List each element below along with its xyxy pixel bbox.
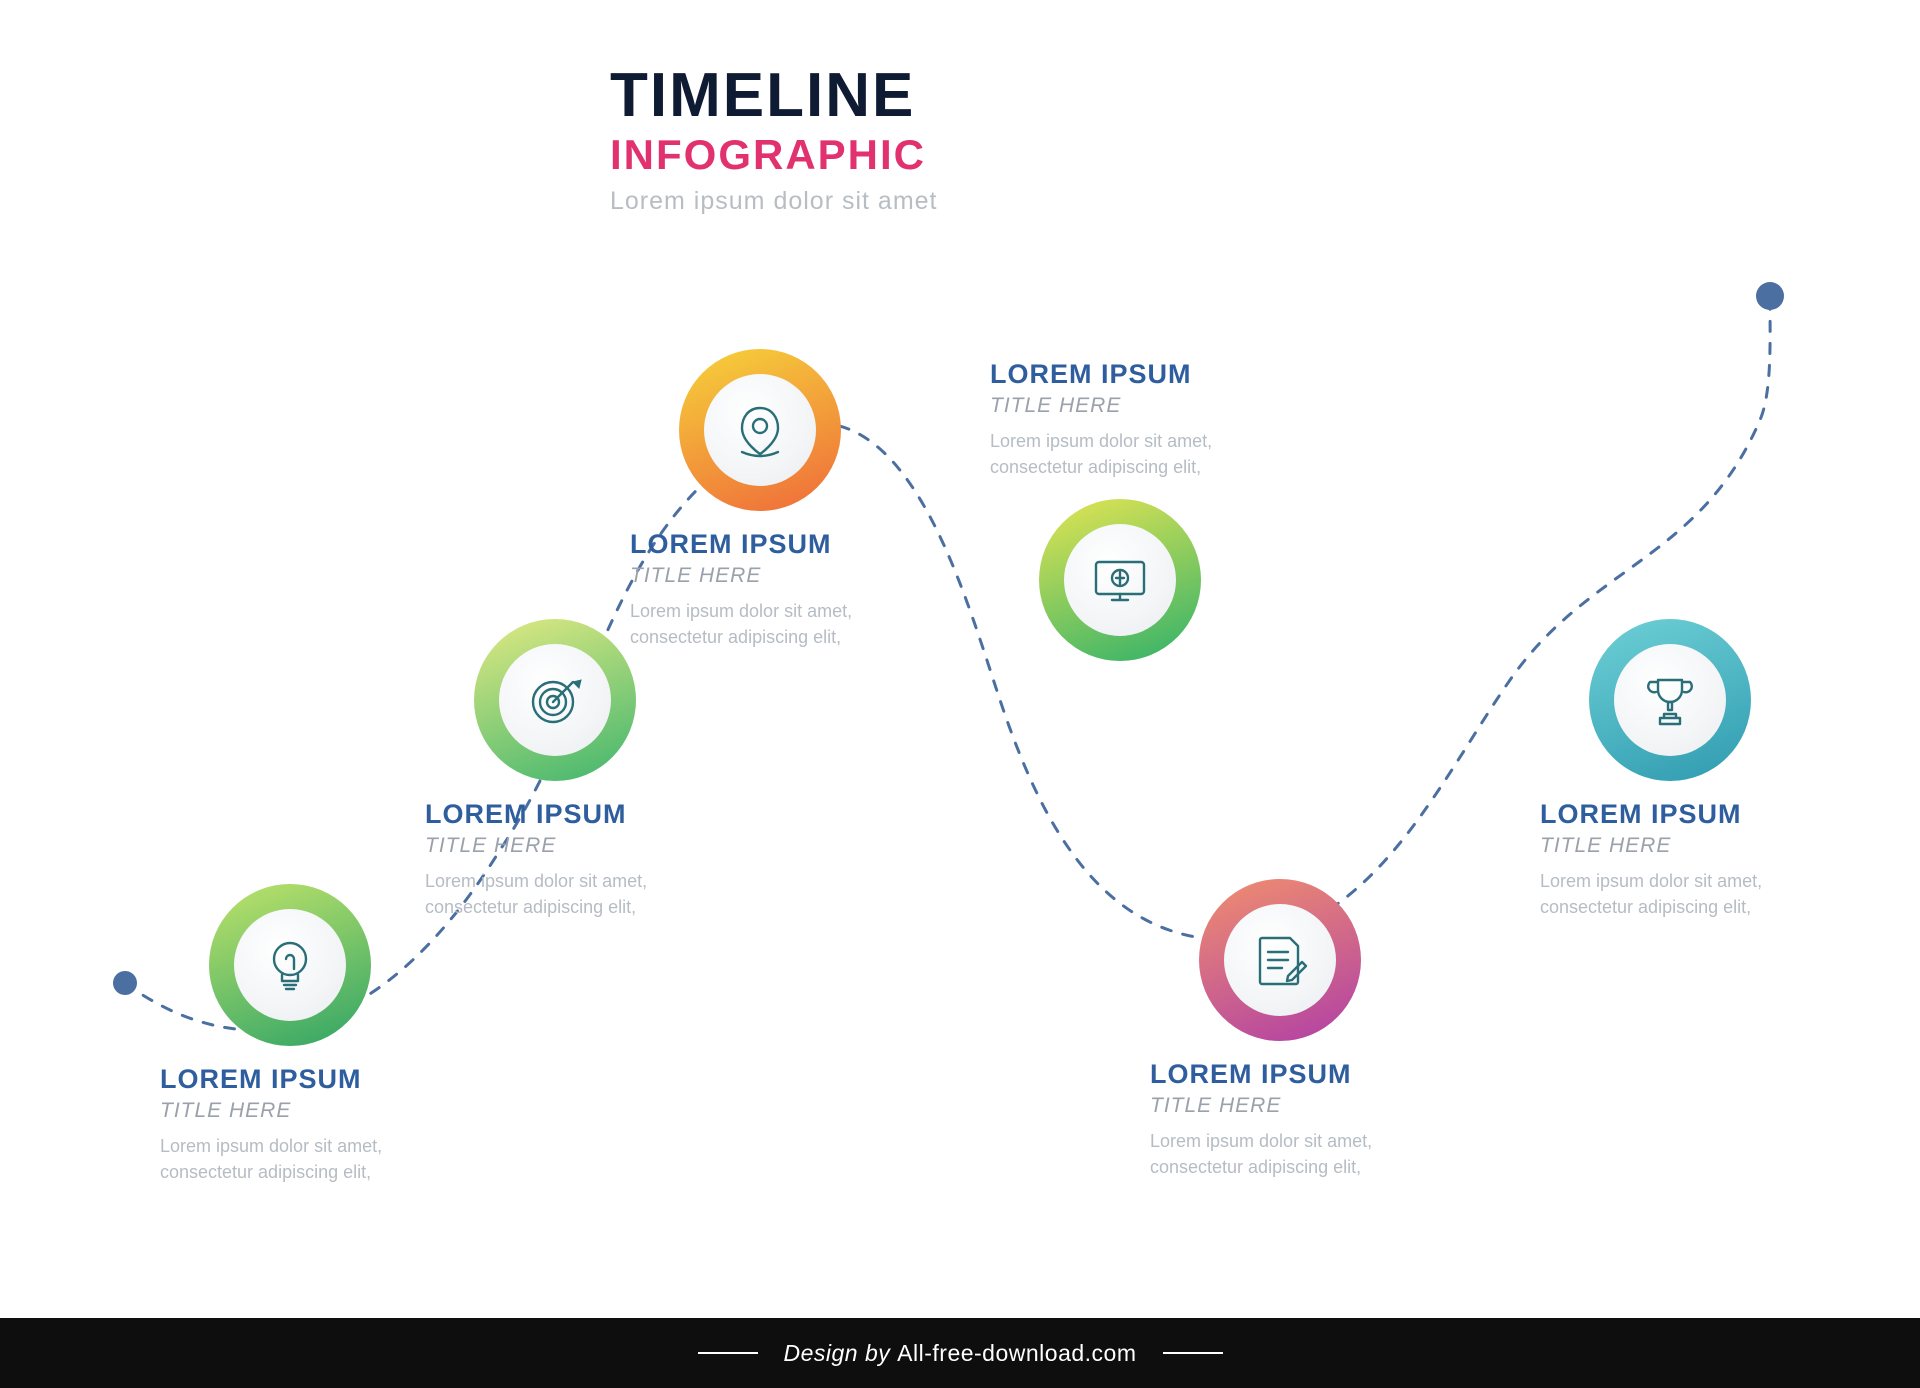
node-heading: LOREM IPSUM xyxy=(630,529,950,560)
bulb-icon xyxy=(258,933,322,997)
timeline-node-2 xyxy=(474,619,636,781)
trophy-icon xyxy=(1638,668,1702,732)
node-body: Lorem ipsum dolor sit amet, consectetur … xyxy=(630,598,950,650)
node-ring xyxy=(209,884,371,1046)
node-inner xyxy=(234,909,346,1021)
target-icon xyxy=(523,668,587,732)
footer-text: Design by All-free-download.com xyxy=(784,1340,1137,1367)
node-subheading: TITLE HERE xyxy=(425,834,745,858)
node-subheading: TITLE HERE xyxy=(990,394,1310,418)
node-ring xyxy=(679,349,841,511)
footer-prefix: Design by xyxy=(784,1340,898,1366)
monitor-icon xyxy=(1088,548,1152,612)
timeline-node-4 xyxy=(1039,499,1201,661)
footer-bar: Design by All-free-download.com xyxy=(0,1318,1920,1388)
header: TIMELINE INFOGRAPHIC Lorem ipsum dolor s… xyxy=(610,60,938,216)
infographic-canvas: TIMELINE INFOGRAPHIC Lorem ipsum dolor s… xyxy=(0,0,1920,1388)
node-body: Lorem ipsum dolor sit amet, consectetur … xyxy=(160,1133,480,1185)
node-subheading: TITLE HERE xyxy=(630,564,950,588)
node-heading: LOREM IPSUM xyxy=(990,359,1310,390)
pin-icon xyxy=(728,398,792,462)
curve-end-dot xyxy=(1756,282,1784,310)
node-heading: LOREM IPSUM xyxy=(1150,1059,1470,1090)
node-ring xyxy=(474,619,636,781)
node-text-4: LOREM IPSUM TITLE HERE Lorem ipsum dolor s… xyxy=(990,359,1310,480)
timeline-node-1 xyxy=(209,884,371,1046)
node-body: Lorem ipsum dolor sit amet, consectetur … xyxy=(425,868,745,920)
node-ring xyxy=(1589,619,1751,781)
title-tagline: Lorem ipsum dolor sit amet xyxy=(610,187,938,216)
curve-start-dot xyxy=(113,971,137,995)
node-ring xyxy=(1199,879,1361,1041)
node-inner xyxy=(704,374,816,486)
node-inner xyxy=(1224,904,1336,1016)
footer-dash-left xyxy=(698,1352,758,1354)
footer-dash-right xyxy=(1163,1352,1223,1354)
timeline-node-3 xyxy=(679,349,841,511)
node-heading: LOREM IPSUM xyxy=(1540,799,1860,830)
timeline-node-6 xyxy=(1589,619,1751,781)
node-text-3: LOREM IPSUM TITLE HERE Lorem ipsum dolor s… xyxy=(630,529,950,650)
node-text-2: LOREM IPSUM TITLE HERE Lorem ipsum dolor s… xyxy=(425,799,745,920)
node-body: Lorem ipsum dolor sit amet, consectetur … xyxy=(990,428,1310,480)
node-heading: LOREM IPSUM xyxy=(160,1064,480,1095)
node-inner xyxy=(1064,524,1176,636)
timeline-node-5 xyxy=(1199,879,1361,1041)
node-inner xyxy=(499,644,611,756)
node-text-5: LOREM IPSUM TITLE HERE Lorem ipsum dolor s… xyxy=(1150,1059,1470,1180)
node-text-6: LOREM IPSUM TITLE HERE Lorem ipsum dolor s… xyxy=(1540,799,1860,920)
node-heading: LOREM IPSUM xyxy=(425,799,745,830)
footer-link: All-free-download.com xyxy=(897,1340,1136,1366)
node-subheading: TITLE HERE xyxy=(1150,1094,1470,1118)
title-line-2: INFOGRAPHIC xyxy=(610,131,938,179)
note-icon xyxy=(1248,928,1312,992)
node-inner xyxy=(1614,644,1726,756)
node-subheading: TITLE HERE xyxy=(160,1099,480,1123)
node-body: Lorem ipsum dolor sit amet, consectetur … xyxy=(1150,1128,1470,1180)
node-subheading: TITLE HERE xyxy=(1540,834,1860,858)
title-line-1: TIMELINE xyxy=(610,60,938,131)
node-ring xyxy=(1039,499,1201,661)
node-text-1: LOREM IPSUM TITLE HERE Lorem ipsum dolor s… xyxy=(160,1064,480,1185)
node-body: Lorem ipsum dolor sit amet, consectetur … xyxy=(1540,868,1860,920)
